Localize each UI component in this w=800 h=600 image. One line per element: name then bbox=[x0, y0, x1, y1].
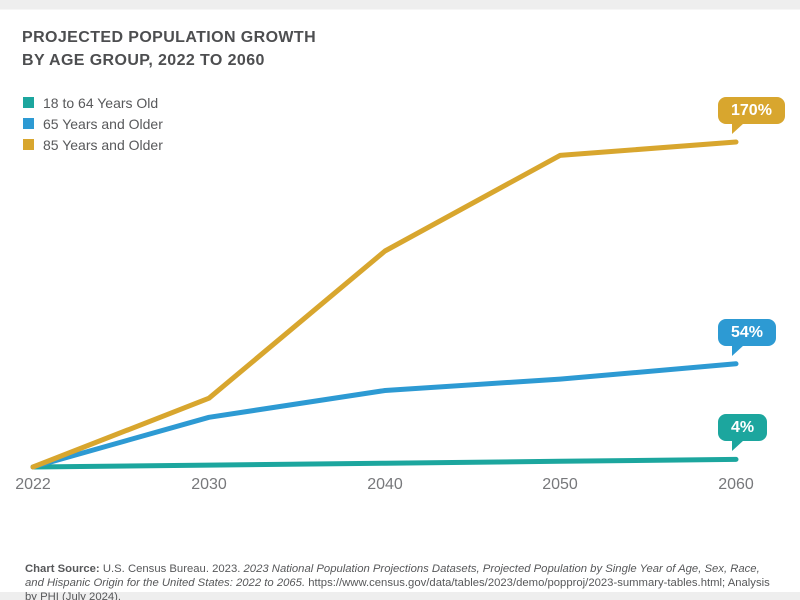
chart-legend: 18 to 64 Years Old 65 Years and Older 85 Y… bbox=[23, 92, 163, 155]
x-tick-label-2060: 2060 bbox=[718, 476, 754, 493]
legend-label: 65 Years and Older bbox=[43, 115, 163, 132]
chart-source-text-1: U.S. Census Bureau. 2023. bbox=[99, 563, 244, 576]
legend-label: 18 to 64 Years Old bbox=[43, 94, 159, 111]
legend-item-85-years-and-older: 85 Years and Older bbox=[23, 134, 163, 155]
chart-source-citation: 2023 National Population Projections Dat… bbox=[25, 563, 760, 590]
bottom-edge-strip bbox=[0, 592, 800, 600]
legend-swatch-icon bbox=[23, 139, 34, 150]
x-tick-label-2040: 2040 bbox=[367, 476, 403, 493]
end-label-badge-85-years-and-older: 170% bbox=[718, 97, 785, 134]
end-label-badge-18-to-64-years-old: 4% bbox=[718, 414, 768, 451]
legend-item-65-years-and-older: 65 Years and Older bbox=[23, 113, 163, 134]
chart-source-note: Chart Source: U.S. Census Bureau. 2023. … bbox=[25, 562, 781, 600]
chart-source-text-2: https://www.census.gov/data/tables/2023/… bbox=[25, 577, 770, 600]
legend-swatch-icon bbox=[23, 118, 34, 129]
chart-source-label: Chart Source: bbox=[25, 563, 100, 576]
series-line-18-to-64-years-old bbox=[30, 456, 739, 470]
x-tick-label-2022: 2022 bbox=[15, 476, 51, 493]
chart-title: PROJECTED POPULATION GROWTH BY AGE GROUP… bbox=[22, 26, 316, 72]
series-line-85-years-and-older bbox=[30, 139, 739, 470]
legend-item-18-to-64-years-old: 18 to 64 Years Old bbox=[23, 92, 163, 113]
chart-title-line2: BY AGE GROUP, 2022 TO 2060 bbox=[22, 52, 265, 69]
series-line-65-years-and-older bbox=[30, 361, 739, 470]
end-label-badge-65-years-and-older: 54% bbox=[718, 319, 777, 356]
top-edge-strip bbox=[0, 0, 800, 10]
legend-swatch-icon bbox=[23, 97, 34, 108]
x-tick-label-2030: 2030 bbox=[191, 476, 227, 493]
legend-label: 85 Years and Older bbox=[43, 136, 163, 153]
x-tick-label-2050: 2050 bbox=[542, 476, 578, 493]
chart-title-line1: PROJECTED POPULATION GROWTH bbox=[22, 29, 317, 46]
